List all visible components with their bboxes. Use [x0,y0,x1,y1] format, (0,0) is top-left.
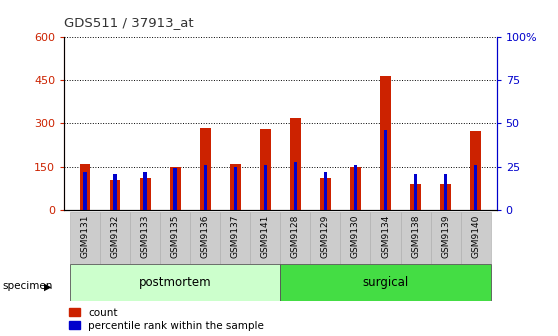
Bar [143,172,147,210]
Text: GSM9135: GSM9135 [171,215,180,258]
Bar [380,76,391,210]
Text: GSM9138: GSM9138 [411,215,420,258]
Text: ▶: ▶ [44,281,51,291]
Bar [413,174,417,210]
Bar [431,212,460,264]
Bar [220,212,251,264]
Bar [230,164,240,210]
Bar [130,212,160,264]
Text: postmortem: postmortem [139,276,211,289]
Bar [170,167,181,210]
Legend: count, percentile rank within the sample: count, percentile rank within the sample [69,308,264,331]
Bar [410,184,421,210]
Bar [190,212,220,264]
Bar [440,184,451,210]
Bar [371,212,401,264]
Bar [70,212,100,264]
Bar [83,172,87,210]
Text: GSM9137: GSM9137 [231,215,240,258]
Bar [320,178,331,210]
Text: GDS511 / 37913_at: GDS511 / 37913_at [64,15,194,29]
Bar [354,165,357,210]
Bar [290,118,301,210]
Bar [251,212,280,264]
Bar [100,212,130,264]
Bar [280,212,310,264]
Bar [110,180,121,210]
Bar [80,164,90,210]
Bar [174,168,177,210]
Bar [460,212,490,264]
Text: specimen: specimen [3,281,53,291]
Bar [470,131,481,210]
Bar [294,162,297,210]
Text: GSM9139: GSM9139 [441,215,450,258]
Bar [204,165,207,210]
Bar [263,165,267,210]
Text: GSM9133: GSM9133 [141,215,150,258]
Text: GSM9141: GSM9141 [261,215,270,258]
Text: surgical: surgical [362,276,408,289]
Bar [384,130,387,210]
Bar [234,167,237,210]
Text: GSM9131: GSM9131 [81,215,90,258]
Text: GSM9129: GSM9129 [321,215,330,258]
Bar [444,174,448,210]
Bar [113,174,117,210]
Bar [160,212,190,264]
Bar [200,128,210,210]
Bar [474,165,478,210]
Bar [401,212,431,264]
Text: GSM9134: GSM9134 [381,215,390,258]
Text: GSM9128: GSM9128 [291,215,300,258]
Bar [350,167,360,210]
Bar [260,129,271,210]
Bar [140,178,151,210]
Bar [310,212,340,264]
Bar [324,172,327,210]
Bar [340,212,371,264]
Bar [70,264,280,301]
Text: GSM9136: GSM9136 [201,215,210,258]
Text: GSM9132: GSM9132 [110,215,120,258]
Text: GSM9130: GSM9130 [351,215,360,258]
Text: GSM9140: GSM9140 [471,215,480,258]
Bar [280,264,490,301]
